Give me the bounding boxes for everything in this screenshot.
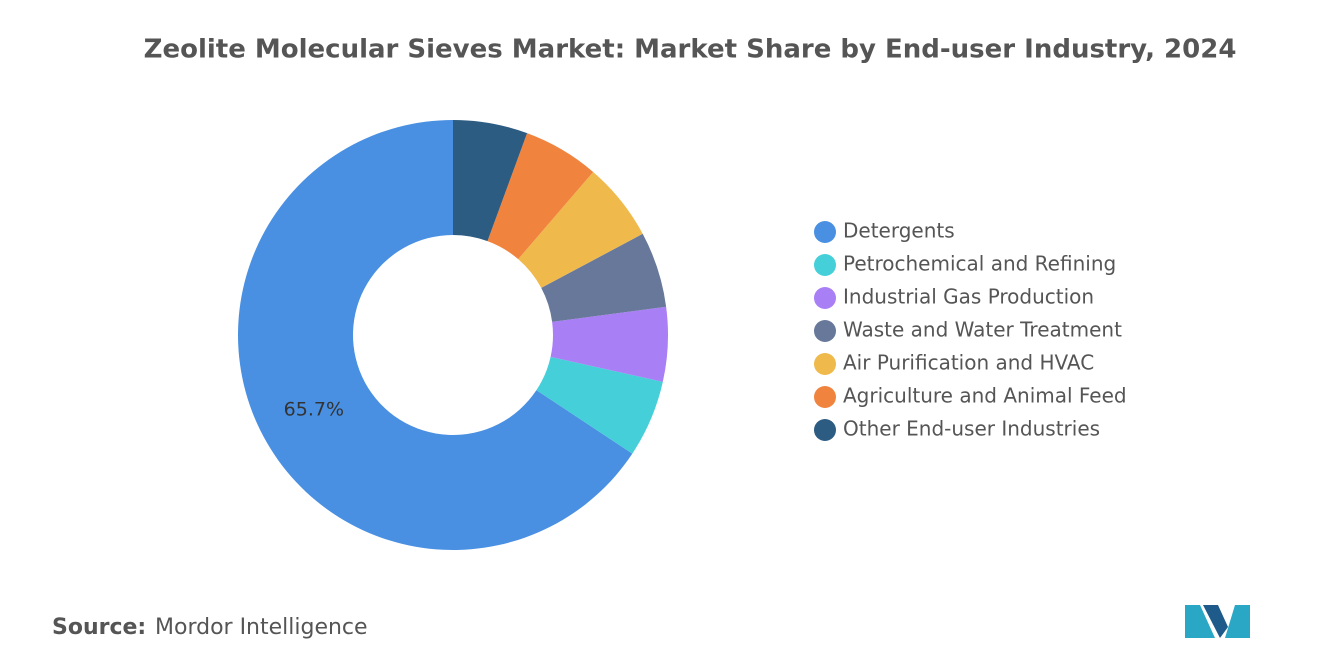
legend-label: Waste and Water Treatment — [843, 318, 1122, 342]
legend-marker — [814, 221, 836, 243]
legend-label: Agriculture and Animal Feed — [843, 384, 1127, 408]
source-text: Mordor Intelligence — [155, 615, 368, 640]
source-label: Source: — [52, 615, 146, 640]
slice — [536, 356, 663, 454]
data-label: 65.7% — [284, 398, 344, 420]
legend-label: Petrochemical and Refining — [843, 252, 1116, 276]
slice — [237, 120, 633, 550]
legend-marker — [814, 353, 836, 375]
slice — [541, 233, 667, 322]
slice — [487, 133, 594, 260]
legend-label: Detergents — [843, 219, 955, 243]
logo — [1185, 605, 1250, 638]
legend-marker — [814, 254, 836, 276]
legend-marker — [814, 386, 836, 408]
legend-marker — [814, 320, 836, 342]
legend-label: Air Purification and HVAC — [843, 351, 1094, 375]
legend-label: Other End-user Industries — [843, 417, 1100, 441]
legend-marker — [814, 287, 836, 309]
chart-title: Zeolite Molecular Sieves Market: Market … — [144, 35, 1237, 65]
legend-marker — [814, 419, 836, 441]
legend-label: Industrial Gas Production — [843, 285, 1094, 309]
slice — [550, 306, 668, 382]
slice — [453, 120, 528, 242]
slice — [518, 171, 643, 288]
